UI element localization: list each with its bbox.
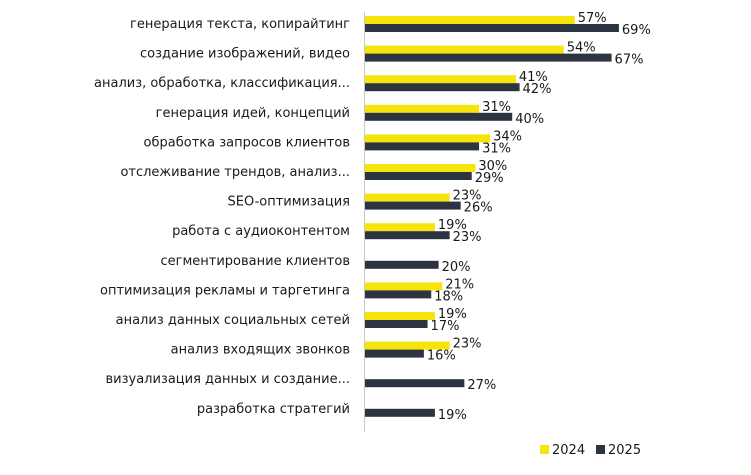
category-label: обработка запросов клиентов xyxy=(144,135,350,150)
legend-label-2025: 2025 xyxy=(608,443,641,458)
category-label: сегментирование клиентов xyxy=(160,254,350,269)
data-label-2025: 29% xyxy=(475,171,504,186)
bar-2024 xyxy=(365,282,443,291)
data-label-2025: 42% xyxy=(523,82,552,97)
chart-row: анализ входящих звонков 23%16% xyxy=(171,337,482,364)
bar-2024 xyxy=(365,45,564,54)
bar-2025 xyxy=(365,379,465,388)
bar-2025 xyxy=(365,408,435,417)
bar-2024 xyxy=(365,134,491,143)
bar-2025 xyxy=(365,290,432,299)
legend-swatch-2025 xyxy=(596,445,605,454)
category-label: анализ, обработка, классификация... xyxy=(94,76,350,91)
bar-2024 xyxy=(365,164,476,172)
data-label-2024: 31% xyxy=(482,100,511,115)
bar-2025 xyxy=(365,24,619,32)
data-label-2025: 23% xyxy=(453,230,482,245)
data-label-2025: 17% xyxy=(431,319,460,334)
category-label: отслеживание трендов, анализ... xyxy=(120,165,350,180)
category-label: анализ данных социальных сетей xyxy=(116,313,350,328)
bar-2025 xyxy=(365,231,450,240)
chart-row: генерация идей, концепций 31% 40% xyxy=(156,100,544,127)
chart-row: обработка запросов клиентов 34%31% xyxy=(144,129,522,156)
data-label-2025: 27% xyxy=(467,378,496,393)
bar-2025 xyxy=(365,260,439,269)
data-label-2024: 30% xyxy=(478,159,507,174)
legend-swatch-2024 xyxy=(540,445,549,454)
data-label-2025: 67% xyxy=(615,53,644,68)
bar-2024 xyxy=(365,223,435,232)
chart-row: анализ, обработка, классификация... 41%42… xyxy=(94,70,551,97)
data-label-2025: 20% xyxy=(442,260,471,275)
chart-rows: генерация текста, копирайтинг 57% 69% созда… xyxy=(94,11,651,423)
data-label-2025: 19% xyxy=(438,408,467,423)
bar-2024 xyxy=(365,312,435,320)
chart-row: визуализация данных и создание... 27% xyxy=(105,372,496,393)
category-label: оптимизация рекламы и таргетинга xyxy=(100,283,350,298)
legend-label-2024: 2024 xyxy=(552,443,585,458)
data-label-2024: 23% xyxy=(453,337,482,352)
bar-2025 xyxy=(365,201,461,210)
bar-2024 xyxy=(365,16,575,24)
category-label: разработка стратегий xyxy=(197,402,350,417)
category-label: генерация текста, копирайтинг xyxy=(130,17,350,32)
data-label-2025: 26% xyxy=(464,201,493,216)
bar-2024 xyxy=(365,104,480,113)
bar-2025 xyxy=(365,53,612,62)
data-label-2024: 41% xyxy=(519,70,548,85)
data-label-2025: 16% xyxy=(427,349,456,364)
data-label-2025: 40% xyxy=(515,112,544,127)
bar-2025 xyxy=(365,349,424,358)
data-label-2024: 21% xyxy=(445,277,474,292)
chart-row: создание изображений, видео 54% 67% xyxy=(140,41,643,68)
chart-row: SEO-оптимизация 23%26% xyxy=(228,189,493,216)
bar-2025 xyxy=(365,172,472,180)
chart-row: отслеживание трендов, анализ... 30%29% xyxy=(120,159,507,186)
category-label: визуализация данных и создание... xyxy=(105,372,350,387)
legend: 2024 2025 xyxy=(540,443,641,458)
data-label-2024: 19% xyxy=(438,307,467,322)
data-label-2025: 31% xyxy=(482,141,511,156)
data-label-2025: 69% xyxy=(622,23,651,38)
chart-row: разработка стратегий 19% xyxy=(197,402,467,423)
chart-row: генерация текста, копирайтинг 57% 69% xyxy=(130,11,651,38)
data-label-2024: 23% xyxy=(453,189,482,204)
category-label: SEO-оптимизация xyxy=(228,195,350,210)
chart-row: работа с аудиоконтентом 19%23% xyxy=(172,218,481,245)
chart-row: оптимизация рекламы и таргетинга 21%18% xyxy=(100,277,474,304)
data-label-2024: 54% xyxy=(567,41,596,56)
bar-2025 xyxy=(365,320,428,328)
data-label-2024: 19% xyxy=(438,218,467,233)
category-label: создание изображений, видео xyxy=(140,47,350,62)
bar-2024 xyxy=(365,193,450,202)
data-label-2024: 57% xyxy=(578,11,607,26)
chart-row: анализ данных социальных сетей 19%17% xyxy=(116,307,467,334)
bar-2025 xyxy=(365,83,520,92)
category-label: анализ входящих звонков xyxy=(171,343,350,358)
data-label-2025: 18% xyxy=(434,289,463,304)
bar-2024 xyxy=(365,75,516,84)
bar-2025 xyxy=(365,112,513,121)
chart-row: сегментирование клиентов 20% xyxy=(160,254,470,275)
category-label: работа с аудиоконтентом xyxy=(172,224,350,239)
bar-2025 xyxy=(365,142,480,151)
bar-2024 xyxy=(365,341,450,350)
data-label-2024: 34% xyxy=(493,129,522,144)
category-label: генерация идей, концепций xyxy=(156,106,350,121)
